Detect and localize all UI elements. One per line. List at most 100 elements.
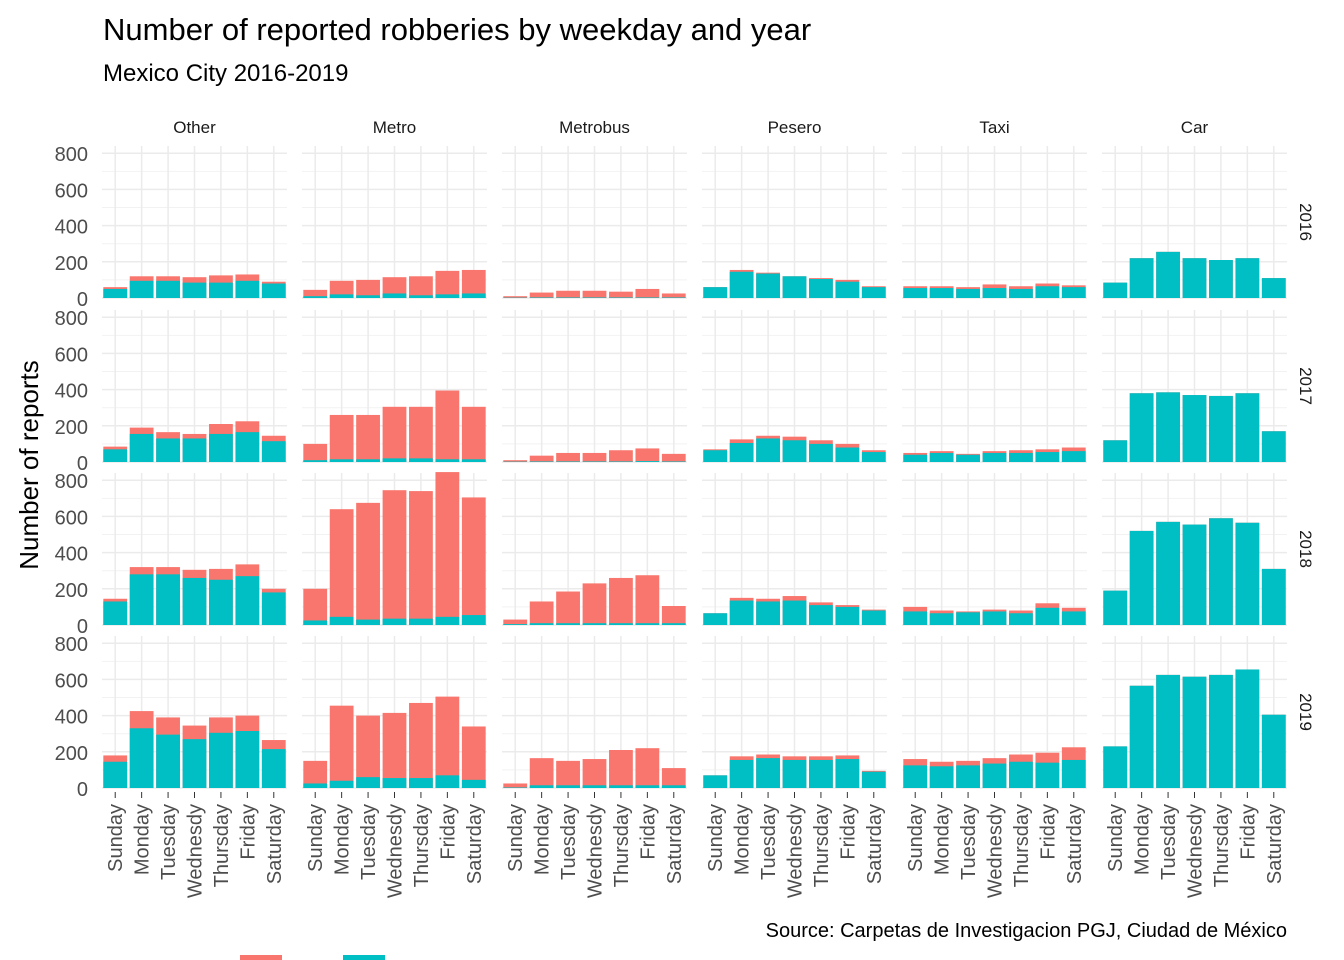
bar-series-2 [129,574,154,625]
x-tick-label: Thursday [1011,804,1033,887]
bar-series-2 [982,611,1007,625]
x-tick-label: Wednesdy [785,804,807,898]
bar-series-2 [182,438,207,462]
bar-series-2 [556,785,580,788]
bar-series-2 [809,605,833,625]
bar-series-2 [329,780,354,788]
bar-series-1 [356,414,380,462]
bar-series-1 [529,292,554,298]
bar-series-2 [1035,607,1060,625]
bar-series-2 [835,281,860,298]
bar-series-1 [435,270,460,298]
bar-series-2 [235,731,260,788]
bar-series-2 [1061,759,1086,788]
bar-series-2 [635,297,660,298]
facet-label-metro: Metro [373,118,416,137]
bar-series-2 [209,282,233,298]
x-tick-label: Friday [1037,804,1059,860]
bar-series-2 [409,295,433,298]
bar-series-2 [209,732,233,788]
bar-series-2 [1103,440,1128,462]
bar-series-2 [1129,258,1154,298]
bar-series-2 [103,601,128,625]
bar-series-2 [329,294,354,298]
bar-series-2 [1235,669,1260,788]
bar-series-2 [782,440,807,462]
x-tick-label: Wednesdy [985,804,1007,898]
bar-series-1 [303,760,328,788]
chart-subtitle: Mexico City 2016-2019 [103,60,349,87]
bar-series-1 [382,490,407,625]
bar-series-2 [382,778,407,788]
bar-series-2 [529,623,554,625]
bar-series-1 [556,290,580,298]
y-tick-label: 800 [55,308,88,330]
bar-series-2 [356,295,380,298]
bar-series-2 [903,611,928,625]
bar-series-2 [529,297,554,298]
bar-series-2 [703,450,728,462]
x-tick-label: Monday [132,804,154,875]
bar-series-2 [1209,395,1233,462]
bar-series-2 [356,619,380,625]
x-tick-label: Thursday [411,804,433,887]
bar-series-2 [261,441,286,462]
y-axis-title: Number of reports [14,360,44,570]
bar-series-2 [756,601,780,625]
bar-series-1 [609,750,633,788]
y-tick-label: 200 [55,743,88,765]
bar-series-1 [461,726,486,788]
chart-caption: Source: Carpetas de Investigacion PGJ, C… [765,920,1287,942]
bar-series-2 [156,280,180,298]
x-tick-label: Saturday [264,804,286,884]
bar-series-2 [209,433,233,462]
x-tick-label: Monday [532,804,554,875]
bar-series-2 [635,623,660,625]
bar-series-2 [461,615,486,625]
x-tick-label: Wednesdy [385,804,407,898]
bar-series-1 [461,406,486,462]
bar-series-2 [1009,761,1033,788]
bar-series-2 [729,271,754,298]
bar-series-2 [1261,568,1286,625]
bar-series-2 [635,461,660,462]
bar-series-2 [382,458,407,462]
x-tick-label: Sunday [1105,804,1127,872]
bar-series-2 [1209,674,1233,788]
bar-series-1 [409,491,433,625]
bar-series-2 [661,785,686,788]
y-tick-label: 800 [55,634,88,656]
bar-series-2 [1129,685,1154,788]
x-tick-label: Sunday [505,804,527,872]
bar-series-1 [503,296,528,298]
bar-series-2 [729,443,754,462]
bar-series-2 [903,288,928,298]
bar-series-1 [329,509,354,625]
bar-series-2 [182,282,207,298]
bar-series-1 [556,452,580,462]
x-tick-label: Sunday [905,804,927,872]
x-tick-label: Saturday [1064,804,1086,884]
facet-label-pesero: Pesero [768,118,822,137]
bar-series-2 [103,449,128,462]
bar-series-2 [609,297,633,298]
bar-series-2 [661,623,686,625]
bar-series-2 [182,739,207,788]
bar-series-2 [835,606,860,625]
facet-row-label-2018: 2018 [1296,530,1315,568]
bar-series-2 [1261,278,1286,298]
facet-label-taxi: Taxi [979,118,1009,137]
bar-series-2 [582,461,607,462]
bar-series-2 [861,287,886,298]
x-tick-label: Saturday [864,804,886,884]
x-tick-label: Friday [237,804,259,860]
bar-series-2 [261,749,286,788]
bar-series-1 [435,390,460,462]
bar-series-2 [1156,392,1180,462]
y-tick-label: 400 [55,381,88,403]
facet-label-metrobus: Metrobus [559,118,630,137]
bar-series-2 [261,283,286,298]
bar-series-2 [409,618,433,625]
bar-series-2 [703,775,728,788]
x-tick-label: Saturday [1264,804,1286,884]
